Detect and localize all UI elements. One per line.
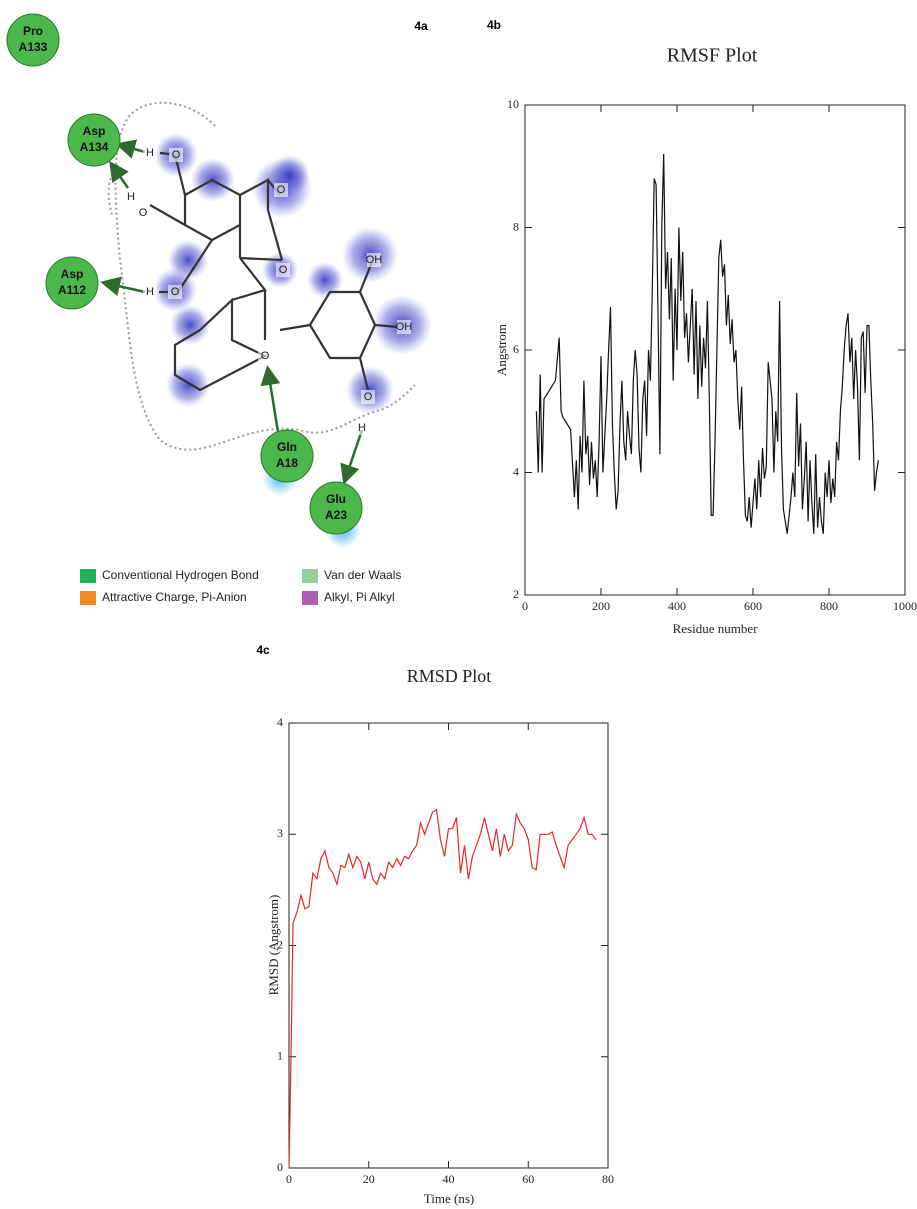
y-tick-label: 1	[277, 1049, 283, 1063]
atom-label: O	[261, 350, 270, 362]
residue-chain: A18	[276, 456, 298, 470]
x-tick-label: 60	[522, 1172, 534, 1186]
panel-label: 4a	[414, 19, 428, 33]
atom-label: O	[139, 207, 148, 219]
legend-swatch	[302, 569, 318, 583]
chart-title: RMSD Plot	[407, 666, 492, 686]
x-axis-label: Time (ns)	[424, 1191, 474, 1206]
x-tick-label: 600	[744, 599, 762, 613]
atom-label: O	[171, 286, 180, 298]
atom-bg	[143, 285, 157, 299]
x-tick-label: 0	[286, 1172, 292, 1186]
y-tick-label: 0	[277, 1160, 283, 1174]
residue-node	[6, 13, 60, 67]
y-tick-label: 6	[513, 342, 519, 356]
atom-bg	[367, 253, 381, 267]
molecule-bonds	[149, 151, 399, 392]
chart: RMSF Plot 0 200 400 600 800 1000 2 4 6 8 10 Residue …	[494, 45, 917, 636]
residue-node	[309, 481, 363, 535]
atom-bg	[169, 148, 183, 162]
residue-chain: A23	[325, 508, 347, 522]
atom-bg	[355, 421, 369, 435]
residue-node	[45, 256, 99, 310]
y-tick-label: 2	[513, 587, 519, 601]
atom-bg	[274, 183, 288, 197]
y-tick-label: 4	[277, 715, 283, 729]
plot-frame	[524, 104, 906, 596]
atom-bg	[361, 390, 375, 404]
atom-label: O	[277, 184, 286, 196]
atom-label: O	[364, 391, 373, 403]
legend-label: Alkyl, Pi Alkyl	[324, 590, 395, 604]
y-tick-label: 3	[277, 826, 283, 840]
x-tick-label: 20	[363, 1172, 375, 1186]
atom-label: H	[146, 147, 154, 159]
x-tick-label: 40	[443, 1172, 455, 1186]
x-tick-label: 1000	[893, 599, 917, 613]
y-tick-label: 10	[507, 97, 519, 111]
residue-chain: A133	[19, 40, 48, 54]
pocket-outline	[114, 101, 416, 451]
data-line	[535, 153, 879, 534]
y-axis-label: RMSD (Angstrom)	[266, 895, 281, 996]
atom-label: O	[279, 264, 288, 276]
panel-label: 4b	[487, 18, 501, 32]
atom-label: OH	[396, 321, 413, 333]
surface-blobs	[153, 133, 432, 414]
legend-label: Conventional Hydrogen Bond	[102, 568, 259, 582]
x-tick-label: 0	[522, 599, 528, 613]
legend-label: Attractive Charge, Pi-Anion	[102, 590, 247, 604]
y-tick-label: 8	[513, 219, 519, 233]
residue-node	[67, 113, 121, 167]
legend-swatch	[302, 591, 318, 605]
atom-bg	[143, 146, 157, 160]
y-tick-label: 2	[277, 937, 283, 951]
x-tick-label: 800	[820, 599, 838, 613]
y-axis-label: Angstrom	[494, 324, 509, 376]
hbond-arrows	[100, 139, 364, 485]
plot-frame	[288, 722, 609, 1169]
x-tick-label: 400	[668, 599, 686, 613]
atom-bg	[258, 349, 272, 363]
chart: RMSD Plot 0 20 40 60 80 0 1 2 3 4 Time (ns) RMSD (An…	[266, 666, 614, 1206]
legend-swatch	[80, 591, 96, 605]
residue-name: Pro	[23, 24, 43, 38]
atom-label: OH	[366, 254, 383, 266]
y-tick-label: 4	[513, 464, 519, 478]
atom-label: O	[172, 149, 181, 161]
residue-node	[260, 429, 314, 483]
atom-bg	[136, 206, 150, 220]
residue-chain: A134	[80, 140, 109, 154]
atom-label: H	[358, 422, 366, 434]
x-tick-label: 80	[602, 1172, 614, 1186]
data-line	[288, 808, 597, 1169]
x-axis-label: Residue number	[673, 621, 759, 636]
atom-label: H	[127, 191, 135, 203]
panel-label: 4c	[256, 643, 270, 657]
residue-name: Glu	[326, 492, 346, 506]
atom-bg	[168, 285, 182, 299]
legend-swatch	[80, 569, 96, 583]
residue-chain: A112	[58, 283, 86, 297]
residue-name: Gln	[277, 440, 297, 454]
atom-bg	[276, 263, 290, 277]
legend-label: Van der Waals	[324, 568, 401, 582]
residue-name: Asp	[61, 267, 84, 281]
atom-label: H	[146, 286, 154, 298]
atom-bg	[124, 190, 138, 204]
x-tick-label: 200	[592, 599, 610, 613]
residue-name: Asp	[83, 124, 106, 138]
atom-bg	[397, 320, 411, 334]
chart-title: RMSF Plot	[667, 45, 758, 67]
